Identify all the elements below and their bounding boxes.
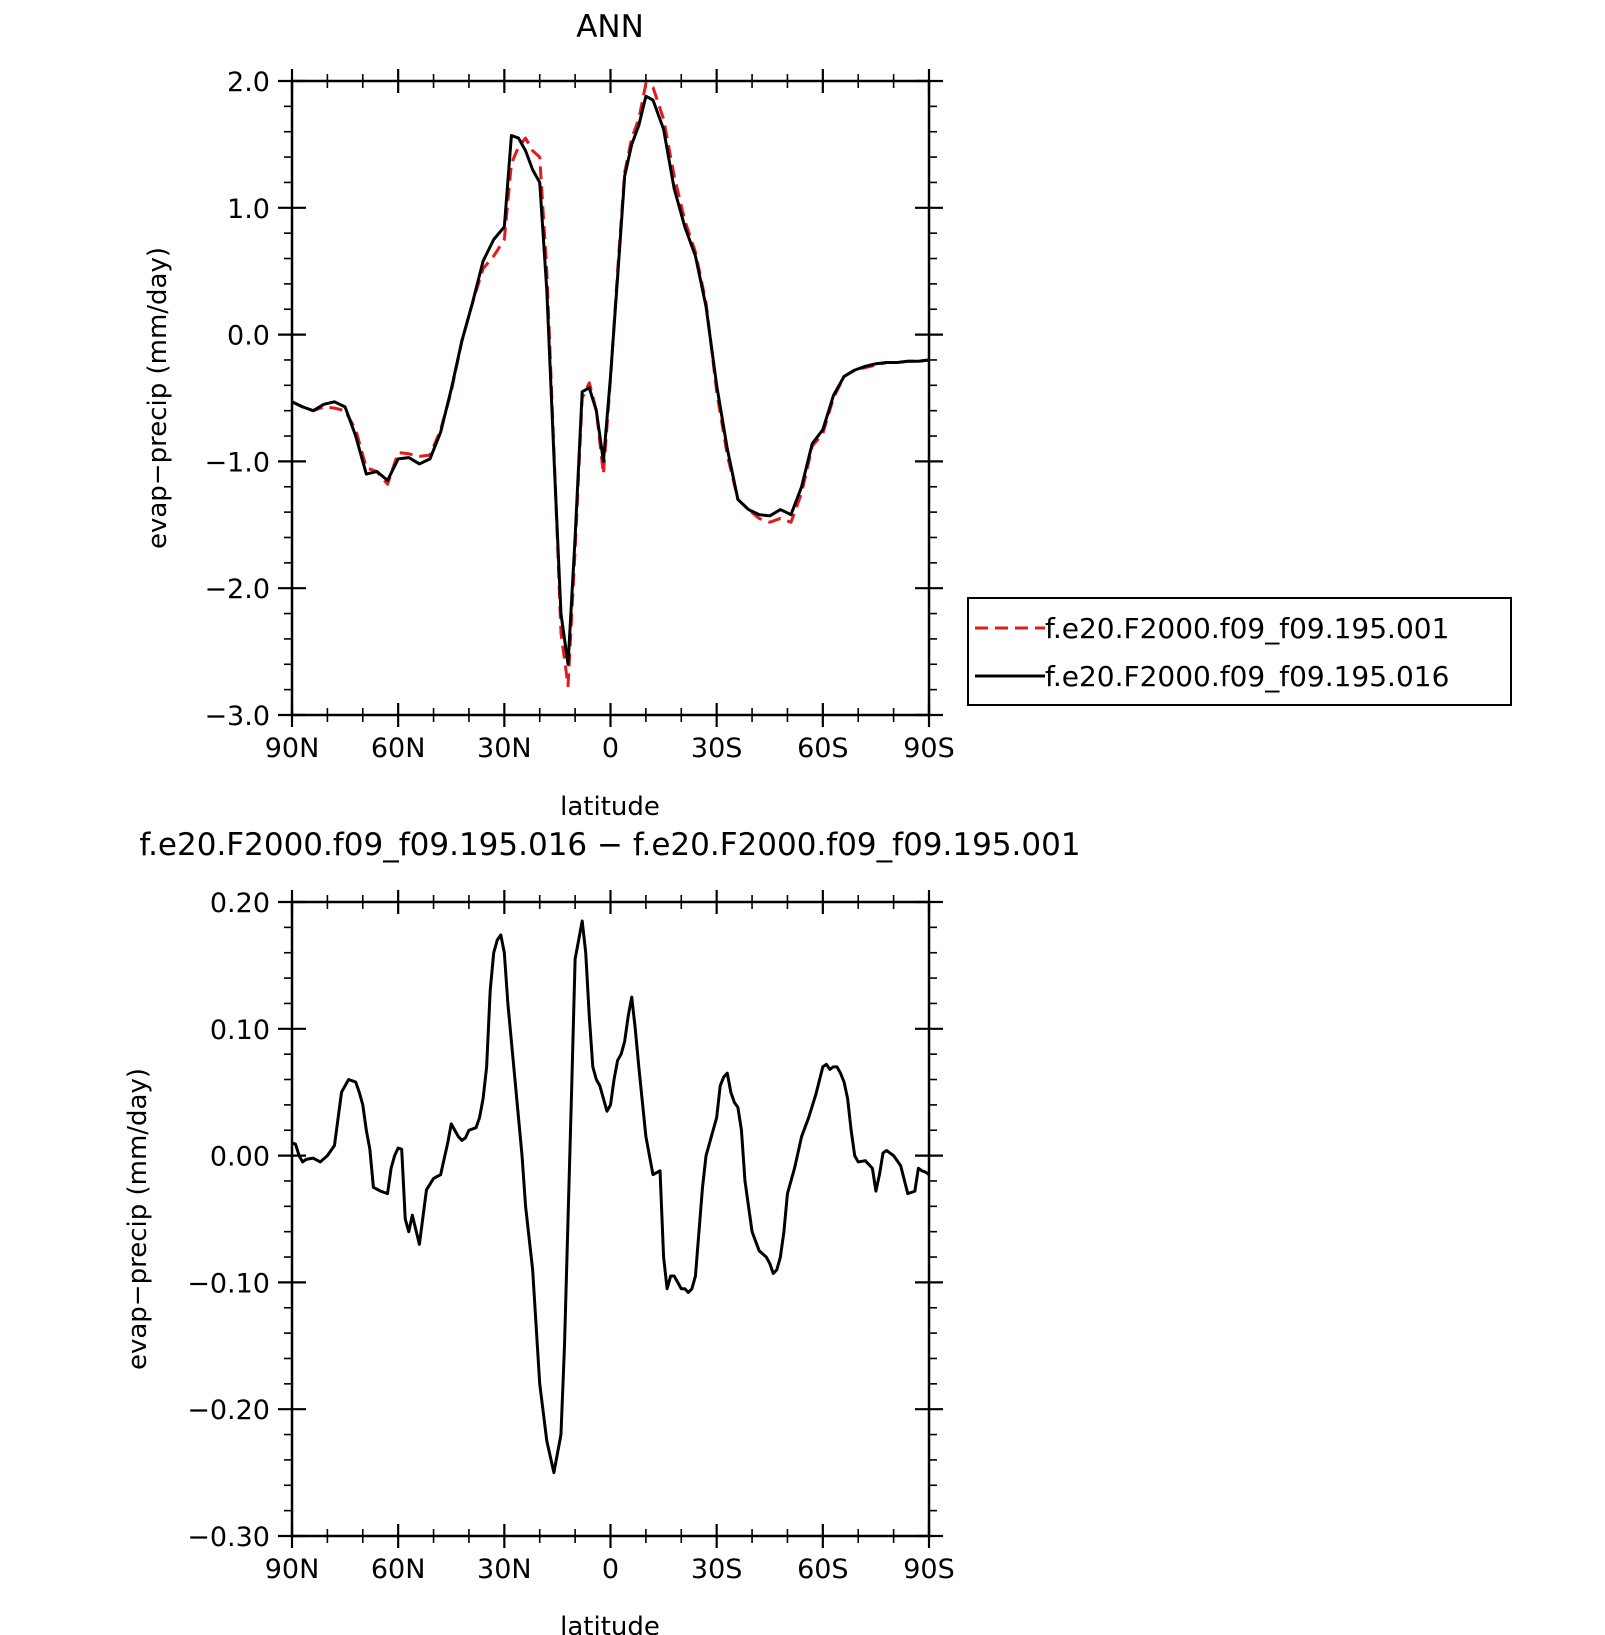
bottom-y-tick-label: 0.20 xyxy=(210,888,270,919)
bottom-plot-frame xyxy=(290,900,931,1538)
bottom-axis-ticks xyxy=(278,890,943,1548)
top-y-tick-label: −2.0 xyxy=(204,574,270,605)
top-x-tick-label: 90N xyxy=(265,733,320,764)
top-series-line-2 xyxy=(291,94,930,666)
bottom-x-tick-label: 60S xyxy=(797,1554,849,1585)
top-y-axis-label: evap−precip (mm/day) xyxy=(143,247,173,549)
top-x-axis-label: latitude xyxy=(560,792,660,822)
bottom-panel: f.e20.F2000.f09_f09.195.016 − f.e20.F200… xyxy=(123,827,1081,1635)
top-series-lines xyxy=(291,82,930,688)
top-y-tick-label: 1.0 xyxy=(227,194,270,225)
bottom-x-axis-label: latitude xyxy=(560,1612,660,1635)
bottom-x-tick-label: 90S xyxy=(903,1554,955,1585)
bottom-x-tick-label: 90N xyxy=(265,1554,320,1585)
bottom-y-tick-label: 0.10 xyxy=(210,1015,270,1046)
bottom-series-line-1 xyxy=(291,919,930,1475)
bottom-x-tick-label: 0 xyxy=(602,1554,619,1585)
top-axis-ticks xyxy=(278,69,943,727)
legend-label-001: f.e20.F2000.f09_f09.195.001 xyxy=(1045,612,1449,645)
top-chart-title: ANN xyxy=(576,9,644,45)
top-x-tick-label: 30N xyxy=(477,733,532,764)
top-x-tick-labels: 90N 60N 30N 0 30S 60S 90S xyxy=(265,733,955,764)
top-y-tick-label: −1.0 xyxy=(204,447,270,478)
top-panel: ANN −3.0 −2.0 −1.0 0.0 1.0 2.0 90N 60N 30N 0 30S 6… xyxy=(143,9,1512,822)
top-x-tick-label: 90S xyxy=(903,733,955,764)
bottom-x-tick-label: 60N xyxy=(371,1554,426,1585)
top-y-tick-label: 0.0 xyxy=(227,321,270,352)
legend: f.e20.F2000.f09_f09.195.001 f.e20.F2000.… xyxy=(967,597,1512,706)
bottom-y-tick-label: −0.20 xyxy=(187,1395,270,1426)
top-x-tick-label: 30S xyxy=(691,733,743,764)
legend-label-016: f.e20.F2000.f09_f09.195.016 xyxy=(1045,660,1449,693)
legend-box xyxy=(967,597,1512,706)
bottom-y-tick-label: −0.30 xyxy=(187,1522,270,1553)
bottom-y-axis-label: evap−precip (mm/day) xyxy=(123,1068,153,1370)
bottom-y-tick-label: −0.10 xyxy=(187,1268,270,1299)
bottom-y-tick-label: 0.00 xyxy=(210,1142,270,1173)
top-y-tick-labels: −3.0 −2.0 −1.0 0.0 1.0 2.0 xyxy=(204,67,270,732)
top-x-tick-label: 60N xyxy=(371,733,426,764)
bottom-x-tick-labels: 90N 60N 30N 0 30S 60S 90S xyxy=(265,1554,955,1585)
top-plot-frame xyxy=(290,79,931,717)
bottom-chart-title: f.e20.F2000.f09_f09.195.016 − f.e20.F200… xyxy=(139,827,1080,863)
bottom-y-tick-labels: −0.30 −0.20 −0.10 0.00 0.10 0.20 xyxy=(187,888,270,1553)
bottom-x-tick-label: 30N xyxy=(477,1554,532,1585)
top-y-tick-label: −3.0 xyxy=(204,701,270,732)
top-x-tick-label: 0 xyxy=(602,733,619,764)
bottom-x-tick-label: 30S xyxy=(691,1554,743,1585)
top-x-tick-label: 60S xyxy=(797,733,849,764)
bottom-series-lines xyxy=(291,919,930,1475)
top-y-tick-label: 2.0 xyxy=(227,67,270,98)
